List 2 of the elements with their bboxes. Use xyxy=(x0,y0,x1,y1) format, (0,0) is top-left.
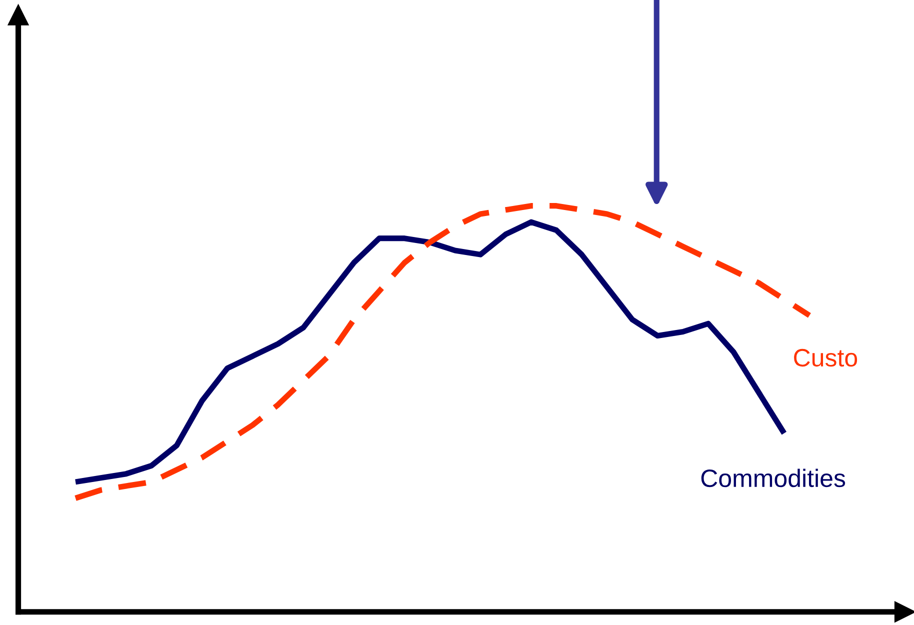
series-label: Commodities xyxy=(701,468,846,488)
series-label: Custo xyxy=(794,348,858,367)
